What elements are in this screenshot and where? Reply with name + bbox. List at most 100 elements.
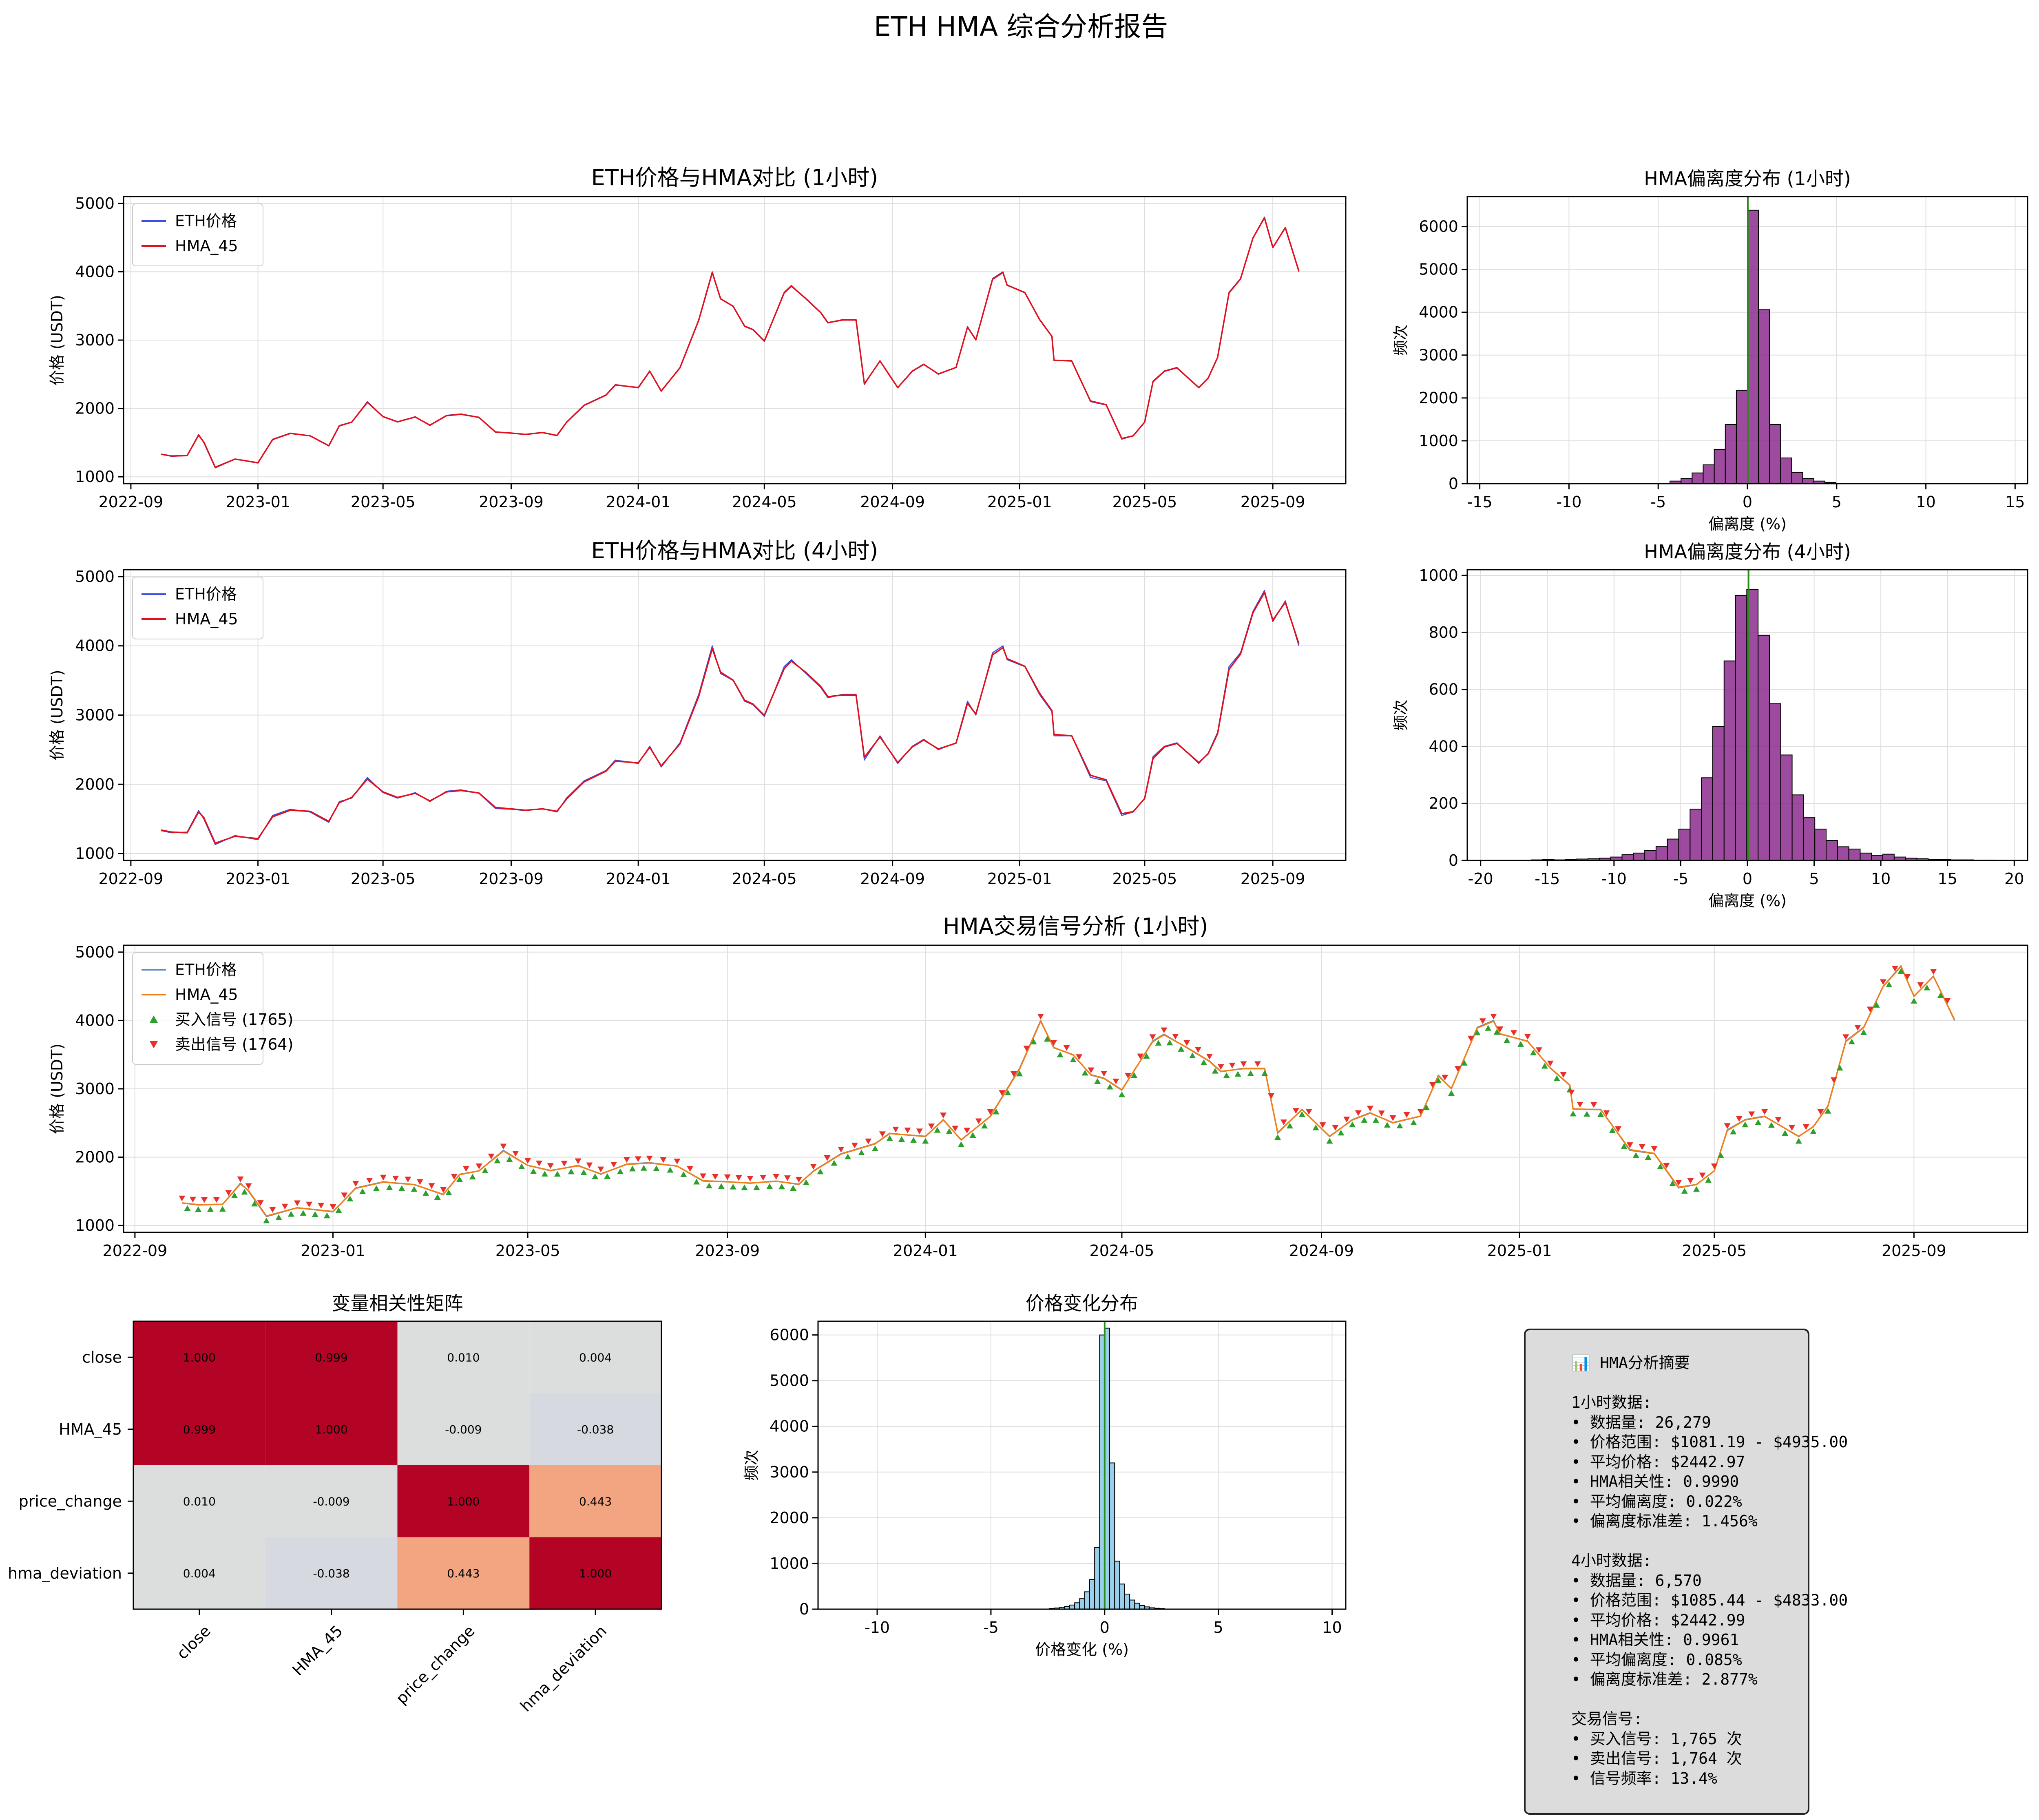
sell-signal-marker [1429,1082,1436,1088]
sell-signal-marker [1736,1116,1743,1122]
x-tick-label: 2025-09 [1241,493,1305,511]
legend-label: ETH价格 [175,212,237,230]
buy-signal-marker [778,1183,785,1190]
summary-section-title: 1小时数据: [1571,1393,1652,1411]
sell-signal-marker [964,1128,971,1134]
buy-signal-marker [604,1173,611,1179]
heatmap-cell-value: -0.009 [445,1423,482,1436]
dev_hist_4h-frame [1466,569,2028,861]
histogram-bar [1633,852,1645,861]
histogram-bar [1690,809,1702,861]
buy-signal-marker [790,1185,796,1191]
sell-signal-marker [597,1166,604,1172]
buy-signal-marker [803,1179,809,1185]
buy-signal-marker [518,1163,525,1169]
x-tick-label: 2025-09 [1241,870,1305,888]
histogram-bar [1712,726,1725,861]
sell-signal-marker [561,1161,568,1167]
histogram-bar [1667,838,1679,861]
buy-signal-marker [705,1183,712,1189]
histogram-bar [1714,449,1726,484]
buy-signal-marker [693,1179,700,1185]
buy-signal-marker [1886,981,1893,987]
buy-signal-marker [231,1192,238,1198]
sell-signal-marker [1101,1071,1108,1077]
sell-signal-marker [810,1163,817,1170]
buy-signal-marker [568,1168,575,1174]
buy-signal-marker [910,1137,917,1143]
sell-signal-marker [623,1157,630,1163]
histogram-bar [1084,1591,1090,1610]
sell-signal-marker [1615,1126,1622,1132]
summary-line: • 价格范围: $1085.44 - $4833.00 [1571,1591,1848,1609]
buy-signal-marker [1768,1122,1775,1128]
x-tick-label: -15 [1535,870,1560,888]
buy-signal-marker [1143,1053,1150,1059]
sell-signal-marker [201,1197,208,1203]
legend-box [132,203,263,266]
histogram-bar [1758,635,1770,861]
histogram-bar [1089,1579,1095,1610]
sell-signal-marker [462,1166,469,1172]
x-tick-label: 15 [1938,870,1957,888]
buy-signal-marker [1657,1163,1664,1170]
buy-signal-marker [530,1168,537,1174]
buy-signal-marker [1081,1070,1088,1076]
histogram-bar [1692,472,1704,484]
buy-signal-marker [1131,1072,1138,1078]
x-tick-label: -5 [983,1619,999,1636]
histogram-bar [1134,1603,1140,1610]
y-tick-label: 3000 [75,1080,115,1098]
heatmap-row-label: close [82,1348,122,1366]
summary-line: • 数据量: 26,279 [1571,1413,1711,1431]
histogram-bar [1701,777,1713,861]
sell-signal-marker [1524,1034,1531,1040]
x-tick-label: 2024-01 [893,1242,958,1260]
sell-signal-marker [1195,1047,1202,1053]
dev_hist_4h-xlabel: 偏离度 (%) [1708,892,1787,910]
sell-signal-marker [416,1179,423,1185]
summary-section-title: 交易信号: [1571,1710,1643,1728]
histogram-bar [1074,1602,1080,1610]
buy-signal-marker [1261,1070,1268,1076]
sell-signal-marker [1280,1119,1287,1126]
sell-signal-marker [610,1161,617,1168]
sell-signal-marker [1663,1163,1670,1169]
buy-signal-marker [1166,1039,1173,1046]
histogram-bar [1871,855,1884,861]
buy-signal-marker [1848,1038,1855,1044]
buy-signal-marker [753,1184,760,1190]
y-tick-label: 600 [1429,681,1458,699]
histogram-bar [1725,424,1737,484]
sell-signal-marker [1639,1144,1645,1150]
buy-signal-marker [1349,1121,1356,1128]
heatmap-cell-value: 0.010 [183,1495,216,1508]
buy-signal-marker [1461,1059,1468,1066]
histogram-bar [1791,472,1803,484]
sell-signal-marker [1389,1115,1396,1121]
histogram-bar [1837,846,1849,861]
buy-signal-marker [1274,1134,1281,1140]
buy-signal-marker [445,1189,452,1195]
sell-signal-marker [269,1207,276,1213]
sell-signal-marker [1229,1062,1236,1068]
x-tick-label: -5 [1673,870,1688,888]
histogram-bar [1848,849,1861,861]
y-tick-label: 5000 [1419,261,1458,279]
sell-signal-marker [366,1178,373,1184]
y-tick-label: 5000 [75,943,115,961]
x-tick-label: 10 [1871,870,1891,888]
sell-signal-marker [952,1126,959,1132]
histogram-bar [1119,1583,1125,1610]
buy-signal-marker [1742,1121,1749,1128]
heatmap-cell [133,1393,265,1465]
sell-signal-marker [1254,1061,1261,1067]
sell-signal-marker [1076,1054,1083,1060]
price_change_hist-frame [817,1320,1347,1610]
histogram-bar [1723,660,1736,861]
heatmap-cell [529,1321,661,1393]
sell-signal-marker [512,1151,519,1157]
x-tick-label: -10 [865,1619,890,1636]
sell-signal-marker [1149,1034,1156,1040]
sell-signal-marker [851,1143,858,1149]
